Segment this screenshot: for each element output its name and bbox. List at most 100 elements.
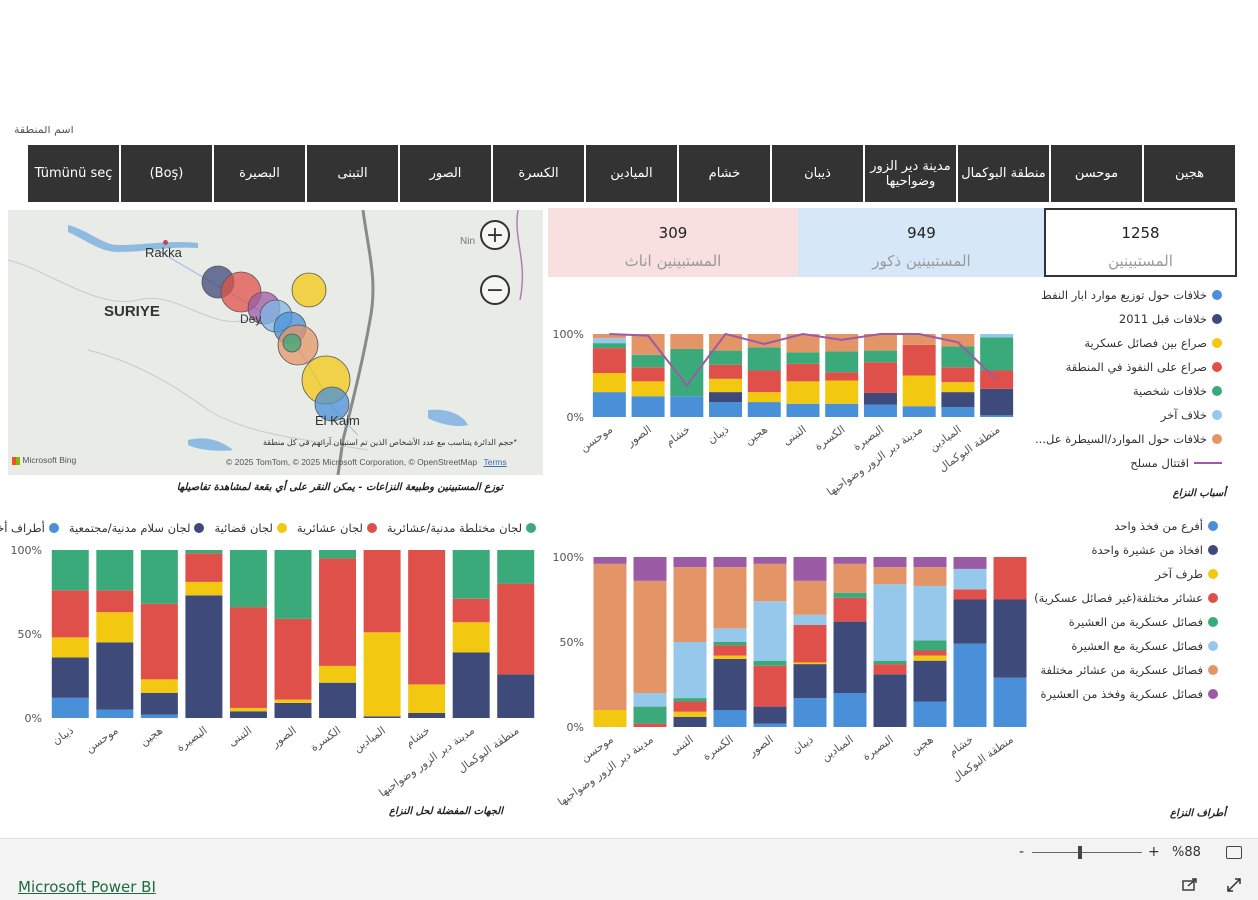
bar-segment[interactable] — [714, 567, 747, 628]
bar-segment[interactable] — [914, 661, 947, 702]
bar-segment[interactable] — [794, 662, 827, 664]
slicer-item[interactable]: ذيبان — [770, 145, 863, 202]
bar-segment[interactable] — [874, 661, 907, 664]
bar-segment[interactable] — [275, 619, 312, 700]
bar-segment[interactable] — [754, 601, 787, 661]
bar-segment[interactable] — [632, 367, 665, 381]
survey-circle[interactable] — [283, 334, 301, 352]
legend-item[interactable]: لجان قضائية — [214, 521, 286, 535]
bar-segment[interactable] — [994, 600, 1027, 678]
bar-segment[interactable] — [787, 352, 820, 364]
bar-segment[interactable] — [748, 371, 781, 393]
bar-segment[interactable] — [408, 684, 445, 713]
bar-segment[interactable] — [980, 389, 1013, 416]
bar-segment[interactable] — [914, 586, 947, 640]
bar-segment[interactable] — [632, 381, 665, 396]
bar-segment[interactable] — [714, 628, 747, 642]
bar-segment[interactable] — [980, 415, 1013, 417]
legend-item[interactable]: خلافات حول الموارد/السيطرة عل... — [1035, 427, 1222, 451]
bar-segment[interactable] — [834, 557, 867, 564]
bar-segment[interactable] — [834, 598, 867, 622]
bar-segment[interactable] — [787, 364, 820, 381]
bar-segment[interactable] — [874, 567, 907, 584]
slicer-item[interactable]: هجين — [1142, 145, 1235, 202]
bar-segment[interactable] — [52, 550, 89, 590]
bar-segment[interactable] — [941, 392, 974, 407]
bar-segment[interactable] — [864, 393, 897, 405]
bar-segment[interactable] — [230, 607, 267, 708]
bar-segment[interactable] — [914, 656, 947, 661]
bar-segment[interactable] — [914, 651, 947, 656]
legend-item[interactable]: عشائر مختلفة(غير فصائل عسكرية) — [1034, 586, 1218, 610]
bar-segment[interactable] — [634, 693, 667, 707]
bar-segment[interactable] — [825, 404, 858, 417]
bar-segment[interactable] — [754, 557, 787, 564]
bar-segment[interactable] — [980, 337, 1013, 370]
bar-segment[interactable] — [364, 716, 401, 718]
bar-segment[interactable] — [674, 642, 707, 698]
bar-segment[interactable] — [994, 557, 1027, 600]
bar-segment[interactable] — [96, 550, 133, 590]
bar-segment[interactable] — [453, 652, 490, 718]
bar-segment[interactable] — [593, 343, 626, 348]
slicer-item[interactable]: الميادين — [584, 145, 677, 202]
slicer-item[interactable]: التبنى — [305, 145, 398, 202]
bar-segment[interactable] — [275, 550, 312, 619]
resolution-chart[interactable]: 0%50%100%ذيبان موحسن هجين البصيرة التبنى الصو… — [8, 540, 538, 810]
bar-segment[interactable] — [52, 590, 89, 637]
bar-segment[interactable] — [594, 557, 627, 564]
zoom-slider-track[interactable] — [1032, 852, 1142, 853]
bar-segment[interactable] — [914, 640, 947, 650]
legend-item[interactable]: لجان سلام مدنية/مجتمعية — [69, 521, 205, 535]
bar-segment[interactable] — [632, 355, 665, 367]
bar-segment[interactable] — [674, 717, 707, 727]
slicer-item[interactable]: الصور — [398, 145, 491, 202]
bar-segment[interactable] — [674, 702, 707, 712]
bar-segment[interactable] — [230, 708, 267, 711]
bar-segment[interactable] — [364, 550, 401, 632]
slicer-item[interactable]: Tümünü seç — [28, 145, 119, 202]
bar-segment[interactable] — [185, 553, 222, 582]
bar-segment[interactable] — [593, 373, 626, 392]
bar-segment[interactable] — [794, 625, 827, 662]
legend-item[interactable]: اقتتال مسلح — [1035, 451, 1222, 475]
bar-segment[interactable] — [634, 724, 667, 727]
bar-segment[interactable] — [954, 644, 987, 727]
bar-segment[interactable] — [709, 351, 742, 365]
bar-segment[interactable] — [825, 351, 858, 372]
bar-segment[interactable] — [714, 659, 747, 710]
map-terms-link[interactable]: Terms — [483, 457, 506, 467]
bar-segment[interactable] — [754, 661, 787, 666]
bar-segment[interactable] — [754, 707, 787, 724]
legend-item[interactable]: أطراف أخرى — [0, 521, 59, 535]
bar-segment[interactable] — [632, 396, 665, 417]
bar-segment[interactable] — [709, 402, 742, 417]
bar-segment[interactable] — [794, 698, 827, 727]
power-bi-link[interactable]: Microsoft Power BI — [18, 878, 156, 896]
bar-segment[interactable] — [593, 338, 626, 343]
legend-item[interactable]: طرف آخر — [1034, 562, 1218, 586]
slicer-item[interactable]: موحسن — [1049, 145, 1142, 202]
bar-segment[interactable] — [834, 622, 867, 693]
bar-segment[interactable] — [141, 715, 178, 718]
bar-segment[interactable] — [319, 550, 356, 558]
bar-segment[interactable] — [185, 550, 222, 553]
bar-segment[interactable] — [941, 346, 974, 367]
bar-segment[interactable] — [634, 707, 667, 724]
slicer-item[interactable]: مدينة دير الزور وضواحيها — [863, 145, 956, 202]
bar-segment[interactable] — [914, 702, 947, 728]
bar-segment[interactable] — [52, 658, 89, 698]
bar-segment[interactable] — [914, 557, 947, 567]
bar-segment[interactable] — [141, 693, 178, 715]
bar-segment[interactable] — [714, 557, 747, 567]
bar-segment[interactable] — [754, 724, 787, 727]
bar-segment[interactable] — [709, 379, 742, 392]
bar-segment[interactable] — [709, 392, 742, 402]
bar-segment[interactable] — [275, 703, 312, 718]
bar-segment[interactable] — [825, 372, 858, 380]
bar-segment[interactable] — [185, 582, 222, 595]
bar-segment[interactable] — [453, 622, 490, 652]
bar-segment[interactable] — [748, 392, 781, 402]
share-icon[interactable] — [1182, 877, 1198, 891]
bar-segment[interactable] — [954, 589, 987, 599]
